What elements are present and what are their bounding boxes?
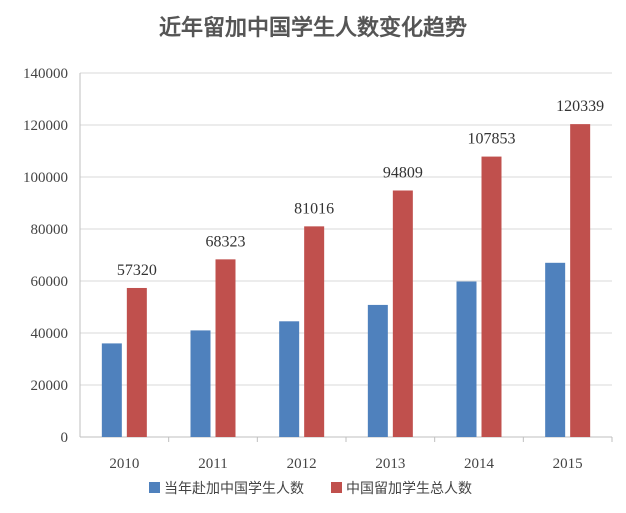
y-tick-label: 140000 bbox=[23, 66, 68, 82]
axes: 0 20000 40000 60000 80000 100000 120000 140000 2… bbox=[23, 66, 613, 472]
bar-new-students-2014 bbox=[456, 281, 477, 437]
y-tick-label: 120000 bbox=[23, 118, 68, 134]
data-labels: 57320 68323 81016 94809 107853 120339 bbox=[117, 98, 604, 279]
data-label: 107853 bbox=[468, 131, 516, 148]
bar-new-students-2010 bbox=[101, 343, 122, 437]
y-tick-label: 60000 bbox=[31, 274, 69, 290]
x-tick-label: 2014 bbox=[464, 456, 495, 472]
legend-label: 中国留加学生总人数 bbox=[346, 481, 472, 497]
legend-label: 当年赴加中国学生人数 bbox=[164, 481, 304, 497]
bar-new-students-2011 bbox=[190, 330, 211, 437]
bar-new-students-2015 bbox=[545, 262, 566, 437]
bar-total-students-2015 bbox=[570, 124, 591, 438]
bar-total-students-2014 bbox=[481, 156, 502, 437]
data-label: 94809 bbox=[383, 164, 423, 181]
bar-new-students-2012 bbox=[279, 321, 300, 437]
grid bbox=[80, 72, 612, 386]
x-tick-label: 2010 bbox=[109, 456, 139, 472]
legend: 当年赴加中国学生人数 中国留加学生总人数 bbox=[149, 481, 472, 497]
data-label: 120339 bbox=[556, 98, 604, 115]
bar-total-students-2013 bbox=[392, 190, 413, 437]
x-tick-label: 2012 bbox=[287, 456, 317, 472]
bar-total-students-2010 bbox=[126, 287, 147, 437]
x-tick-label: 2015 bbox=[553, 456, 583, 472]
y-tick-label: 100000 bbox=[23, 170, 68, 186]
legend-swatch bbox=[331, 482, 342, 493]
y-tick-label: 80000 bbox=[31, 222, 69, 238]
y-tick-label: 40000 bbox=[31, 326, 69, 342]
data-label: 68323 bbox=[206, 233, 246, 250]
x-tick-label: 2013 bbox=[375, 456, 405, 472]
bar-total-students-2011 bbox=[215, 259, 236, 437]
data-label: 81016 bbox=[294, 200, 334, 217]
bars bbox=[101, 124, 591, 438]
y-tick-label: 0 bbox=[61, 430, 69, 446]
x-tick-label: 2011 bbox=[198, 456, 227, 472]
bar-new-students-2013 bbox=[367, 304, 388, 437]
data-label: 57320 bbox=[117, 262, 157, 279]
bar-total-students-2012 bbox=[304, 226, 325, 437]
chart-title: 近年留加中国学生人数变化趋势 bbox=[159, 15, 467, 41]
y-tick-label: 20000 bbox=[31, 378, 69, 394]
legend-swatch bbox=[149, 482, 160, 493]
